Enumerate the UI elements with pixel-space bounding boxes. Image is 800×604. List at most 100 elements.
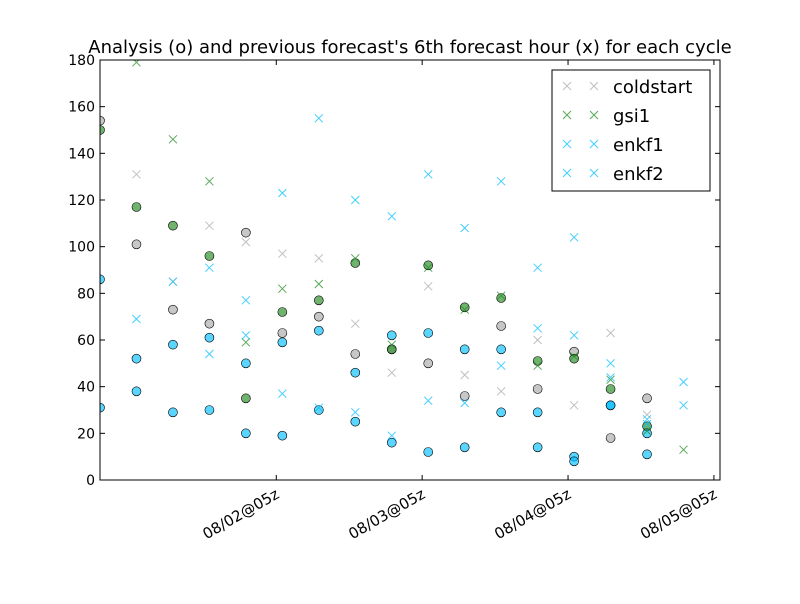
analysis-point-enkf1 — [350, 367, 361, 378]
y-tick-label: 60 — [77, 333, 95, 349]
analysis-point-enkf1 — [459, 344, 470, 355]
analysis-point-enkf2 — [496, 407, 506, 418]
y-tick-label: 180 — [68, 53, 95, 69]
forecast-point-coldstart — [241, 237, 251, 247]
analysis-point-enkf2 — [277, 430, 288, 441]
analysis-point-coldstart — [168, 304, 178, 315]
forecast-point-gsi1 — [569, 351, 579, 361]
forecast-point-enkf2 — [241, 330, 251, 340]
analysis-point-coldstart — [423, 358, 434, 369]
analysis-point-gsi1 — [350, 258, 361, 268]
forecast-point-enkf1 — [350, 195, 360, 205]
analysis-point-enkf2 — [241, 428, 251, 439]
forecast-point-enkf1 — [277, 188, 287, 198]
plot-area — [100, 60, 688, 467]
legend-label-coldstart: coldstart — [613, 77, 692, 98]
analysis-point-gsi1 — [314, 295, 324, 306]
forecast-point-coldstart — [496, 386, 506, 396]
analysis-point-enkf1 — [131, 353, 142, 364]
analysis-point-enkf1 — [168, 339, 178, 350]
forecast-point-gsi1 — [606, 375, 615, 385]
analysis-point-enkf2 — [532, 442, 543, 453]
forecast-point-coldstart — [387, 368, 397, 378]
analysis-point-enkf2 — [168, 407, 178, 418]
forecast-point-enkf2 — [569, 330, 579, 340]
analysis-point-enkf1 — [496, 344, 506, 355]
forecast-point-enkf2 — [496, 361, 506, 371]
legend-marker-enkf2 — [589, 168, 599, 178]
y-tick-label: 120 — [68, 193, 95, 209]
analysis-point-gsi1 — [100, 125, 105, 135]
forecast-point-enkf2 — [533, 323, 543, 333]
forecast-point-coldstart — [350, 319, 360, 329]
forecast-point-gsi1 — [387, 340, 397, 350]
forecast-point-coldstart — [423, 281, 433, 291]
forecast-point-gsi1 — [132, 60, 141, 67]
analysis-point-enkf2 — [386, 437, 397, 448]
y-tick-label: 160 — [68, 100, 95, 116]
analysis-point-coldstart — [350, 349, 361, 359]
analysis-point-gsi1 — [168, 220, 178, 231]
forecast-point-enkf2 — [679, 400, 688, 410]
analysis-point-enkf2 — [314, 405, 324, 415]
analysis-point-enkf1 — [386, 330, 397, 341]
legend-marker-enkf1 — [589, 139, 599, 149]
analysis-point-enkf1 — [423, 328, 434, 338]
analysis-point-gsi1 — [532, 356, 543, 366]
analysis-point-enkf1 — [642, 428, 652, 439]
analysis-point-enkf1 — [277, 337, 288, 348]
forecast-point-gsi1 — [533, 361, 543, 371]
forecast-point-enkf2 — [423, 396, 433, 406]
analysis-point-gsi1 — [605, 384, 616, 394]
forecast-point-enkf1 — [205, 263, 214, 273]
forecast-point-gsi1 — [241, 337, 251, 347]
forecast-point-enkf2 — [642, 419, 652, 429]
analysis-point-coldstart — [277, 328, 288, 338]
analysis-point-enkf2 — [569, 456, 579, 467]
analysis-point-gsi1 — [241, 393, 251, 404]
analysis-point-enkf2 — [642, 449, 652, 460]
forecast-point-enkf2 — [460, 398, 470, 408]
forecast-point-enkf2 — [606, 372, 615, 382]
analysis-point-coldstart — [642, 393, 652, 404]
y-tick-label: 0 — [86, 473, 95, 489]
forecast-point-enkf1 — [314, 113, 324, 123]
forecast-point-enkf1 — [496, 176, 506, 186]
analysis-point-gsi1 — [277, 307, 288, 317]
data-marks — [100, 60, 688, 467]
forecast-point-coldstart — [533, 335, 543, 345]
analysis-point-enkf1 — [100, 274, 105, 285]
y-tick-label: 80 — [77, 286, 95, 302]
analysis-point-gsi1 — [204, 251, 215, 261]
y-tick-label: 20 — [77, 426, 95, 442]
y-tick-label: 40 — [77, 380, 95, 396]
legend-marker-coldstart — [562, 81, 572, 91]
forecast-point-gsi1 — [423, 263, 433, 273]
analysis-point-enkf1 — [204, 332, 215, 343]
analysis-point-coldstart — [204, 318, 215, 329]
analysis-point-gsi1 — [459, 302, 470, 313]
analysis-point-enkf2 — [100, 402, 105, 413]
forecast-point-enkf1 — [241, 295, 251, 305]
analysis-point-gsi1 — [131, 202, 142, 212]
forecast-point-enkf1 — [460, 223, 470, 233]
legend-marker-enkf1 — [562, 139, 572, 149]
analysis-point-enkf2 — [204, 405, 215, 415]
analysis-point-enkf2 — [131, 386, 142, 397]
analysis-point-enkf2 — [605, 400, 616, 411]
chart-title: Analysis (o) and previous forecast's 6th… — [88, 37, 731, 58]
analysis-point-enkf1 — [241, 358, 251, 369]
forecast-point-enkf1 — [533, 263, 543, 273]
y-tick-label: 100 — [68, 240, 95, 256]
forecast-point-enkf1 — [569, 232, 579, 242]
legend-marker-gsi1 — [562, 110, 572, 120]
legend: coldstart gsi1 enkf1 enkf2 — [551, 69, 711, 192]
forecast-point-enkf1 — [387, 211, 397, 221]
analysis-point-enkf1 — [314, 325, 324, 336]
forecast-point-enkf1 — [132, 314, 141, 324]
forecast-point-enkf1 — [606, 358, 615, 368]
forecast-point-gsi1 — [168, 134, 178, 144]
analysis-point-gsi1 — [423, 260, 434, 271]
legend-marker-coldstart — [589, 81, 599, 91]
y-tick-label: 140 — [68, 146, 95, 162]
